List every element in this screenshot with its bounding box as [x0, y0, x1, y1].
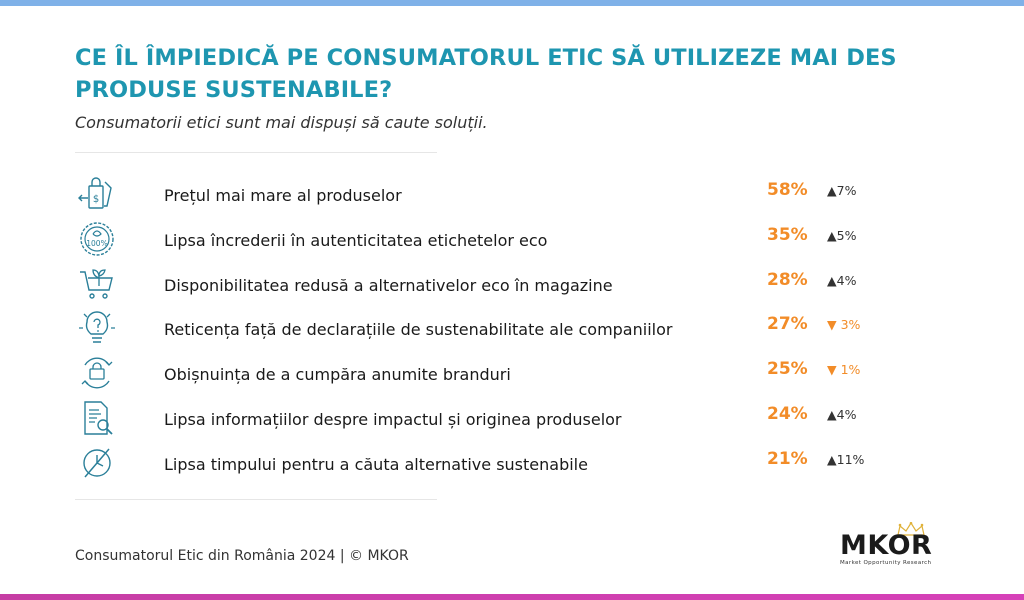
crown-icon	[897, 522, 925, 536]
bottom-accent-bar	[0, 594, 1024, 600]
row-value: 35%	[767, 224, 808, 245]
svg-text:$: $	[93, 194, 99, 205]
change-up-indicator: ▲4%	[827, 407, 857, 422]
bottom-divider	[75, 499, 437, 500]
row-value: 21%	[767, 448, 808, 469]
bulb-question-icon	[79, 311, 115, 344]
row-label: Lipsa încrederii în autenticitatea etich…	[164, 230, 548, 250]
row-value: 58%	[767, 180, 808, 200]
price-tag-bag-icon: $	[78, 177, 112, 209]
no-time-clock-icon	[83, 448, 111, 478]
top-accent-bar	[0, 0, 1024, 6]
row-value: 27%	[767, 314, 808, 335]
change-up-indicator: ▲7%	[827, 183, 857, 198]
table-row: 100% Lipsa încrederii în autenticitatea e…	[0, 219, 1024, 263]
row-label: Lipsa timpului pentru a căuta alternativ…	[164, 454, 588, 474]
row-label: Prețul mai mare al produselor	[164, 186, 402, 205]
footer-source: Consumatorul Etic din România 2024 | © M…	[75, 548, 409, 564]
row-value: 24%	[767, 404, 808, 424]
row-value: 25%	[767, 359, 808, 380]
row-value: 28%	[767, 269, 808, 290]
eco-cart-icon	[80, 268, 113, 299]
change-up-indicator: ▲11%	[827, 451, 865, 467]
table-row: Obișnuința de a cumpăra anumite branduri…	[0, 353, 1024, 397]
top-divider	[75, 152, 437, 153]
change-down-indicator: ▼ 1%	[827, 362, 861, 378]
logo-tagline: Market Opportunity Research	[840, 560, 932, 566]
row-label: Lipsa informațiilor despre impactul și o…	[164, 410, 622, 429]
row-label: Obișnuința de a cumpăra anumite branduri	[164, 365, 511, 385]
table-row: Reticența față de declarațiile de susten…	[0, 308, 1024, 352]
table-row: $ Prețul mai mare al produselor 58% ▲7%	[0, 174, 1024, 218]
change-down-indicator: ▼ 3%	[827, 317, 861, 333]
mkor-logo: MKOR Market Opportunity Research	[838, 522, 950, 570]
row-label: Reticența față de declarațiile de susten…	[164, 320, 673, 340]
svg-text:100%: 100%	[86, 239, 107, 248]
table-row: Disponibilitatea redusă a alternativelor…	[0, 264, 1024, 308]
table-row: Lipsa informațiilor despre impactul și o…	[0, 398, 1024, 442]
logo-wordmark: MKOR	[840, 530, 933, 561]
shopping-habit-icon	[81, 357, 113, 389]
document-search-icon	[84, 401, 113, 435]
page-subtitle: Consumatorii etici sunt mai dispuși să c…	[75, 113, 488, 132]
change-up-indicator: ▲5%	[827, 227, 857, 243]
change-up-indicator: ▲4%	[827, 272, 857, 288]
page-title: CE ÎL ÎMPIEDICĂ PE CONSUMATORUL ETIC SĂ …	[75, 45, 897, 103]
eco-seal-100-icon: 100%	[80, 222, 114, 256]
row-label: Disponibilitatea redusă a alternativelor…	[164, 275, 613, 295]
table-row: Lipsa timpului pentru a căuta alternativ…	[0, 443, 1024, 487]
